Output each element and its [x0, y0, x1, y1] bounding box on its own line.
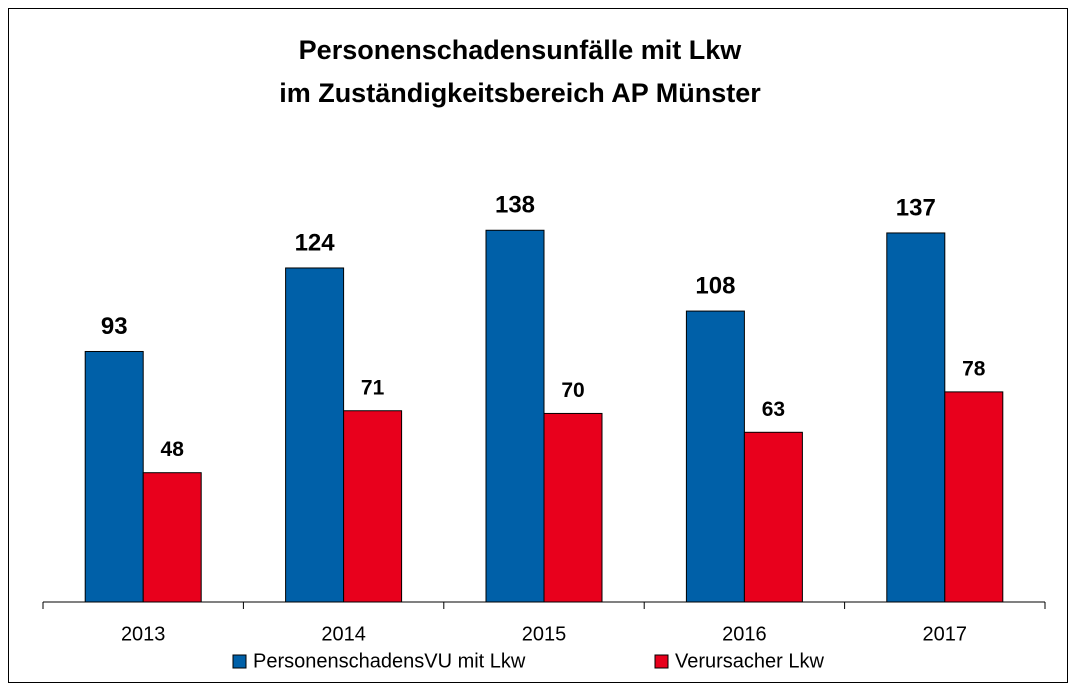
x-tick-label: 2013 [121, 623, 166, 645]
chart-title: Personenschadensunfälle mit Lkw [299, 35, 743, 65]
data-label: 108 [695, 272, 735, 299]
x-tick-label: 2016 [722, 623, 767, 645]
legend-label: Verursacher Lkw [675, 650, 825, 672]
x-tick-label: 2014 [321, 623, 366, 645]
data-label: 93 [101, 313, 128, 340]
data-label: 138 [495, 192, 535, 219]
data-label: 70 [561, 379, 584, 402]
legend-marker [232, 654, 247, 669]
x-tick-label: 2017 [923, 623, 968, 645]
chart-title: im Zuständigkeitsbereich AP Münster [279, 78, 761, 108]
legend-label: PersonenschadensVU mit Lkw [253, 650, 526, 672]
bar [685, 310, 745, 603]
legend-marker [654, 654, 669, 669]
bar [743, 431, 803, 603]
data-label: 63 [762, 398, 785, 421]
bar [944, 391, 1004, 603]
bar [84, 350, 144, 603]
data-label: 124 [295, 229, 336, 256]
x-tick-label: 2015 [522, 623, 567, 645]
bar [285, 267, 345, 603]
data-label: 137 [896, 194, 936, 221]
data-label: 78 [962, 357, 986, 380]
bar [886, 232, 946, 603]
data-label: 71 [361, 376, 385, 399]
data-label: 48 [161, 438, 185, 461]
bar [543, 412, 603, 603]
bar [485, 229, 545, 603]
bar [343, 410, 403, 603]
bar [142, 472, 202, 603]
